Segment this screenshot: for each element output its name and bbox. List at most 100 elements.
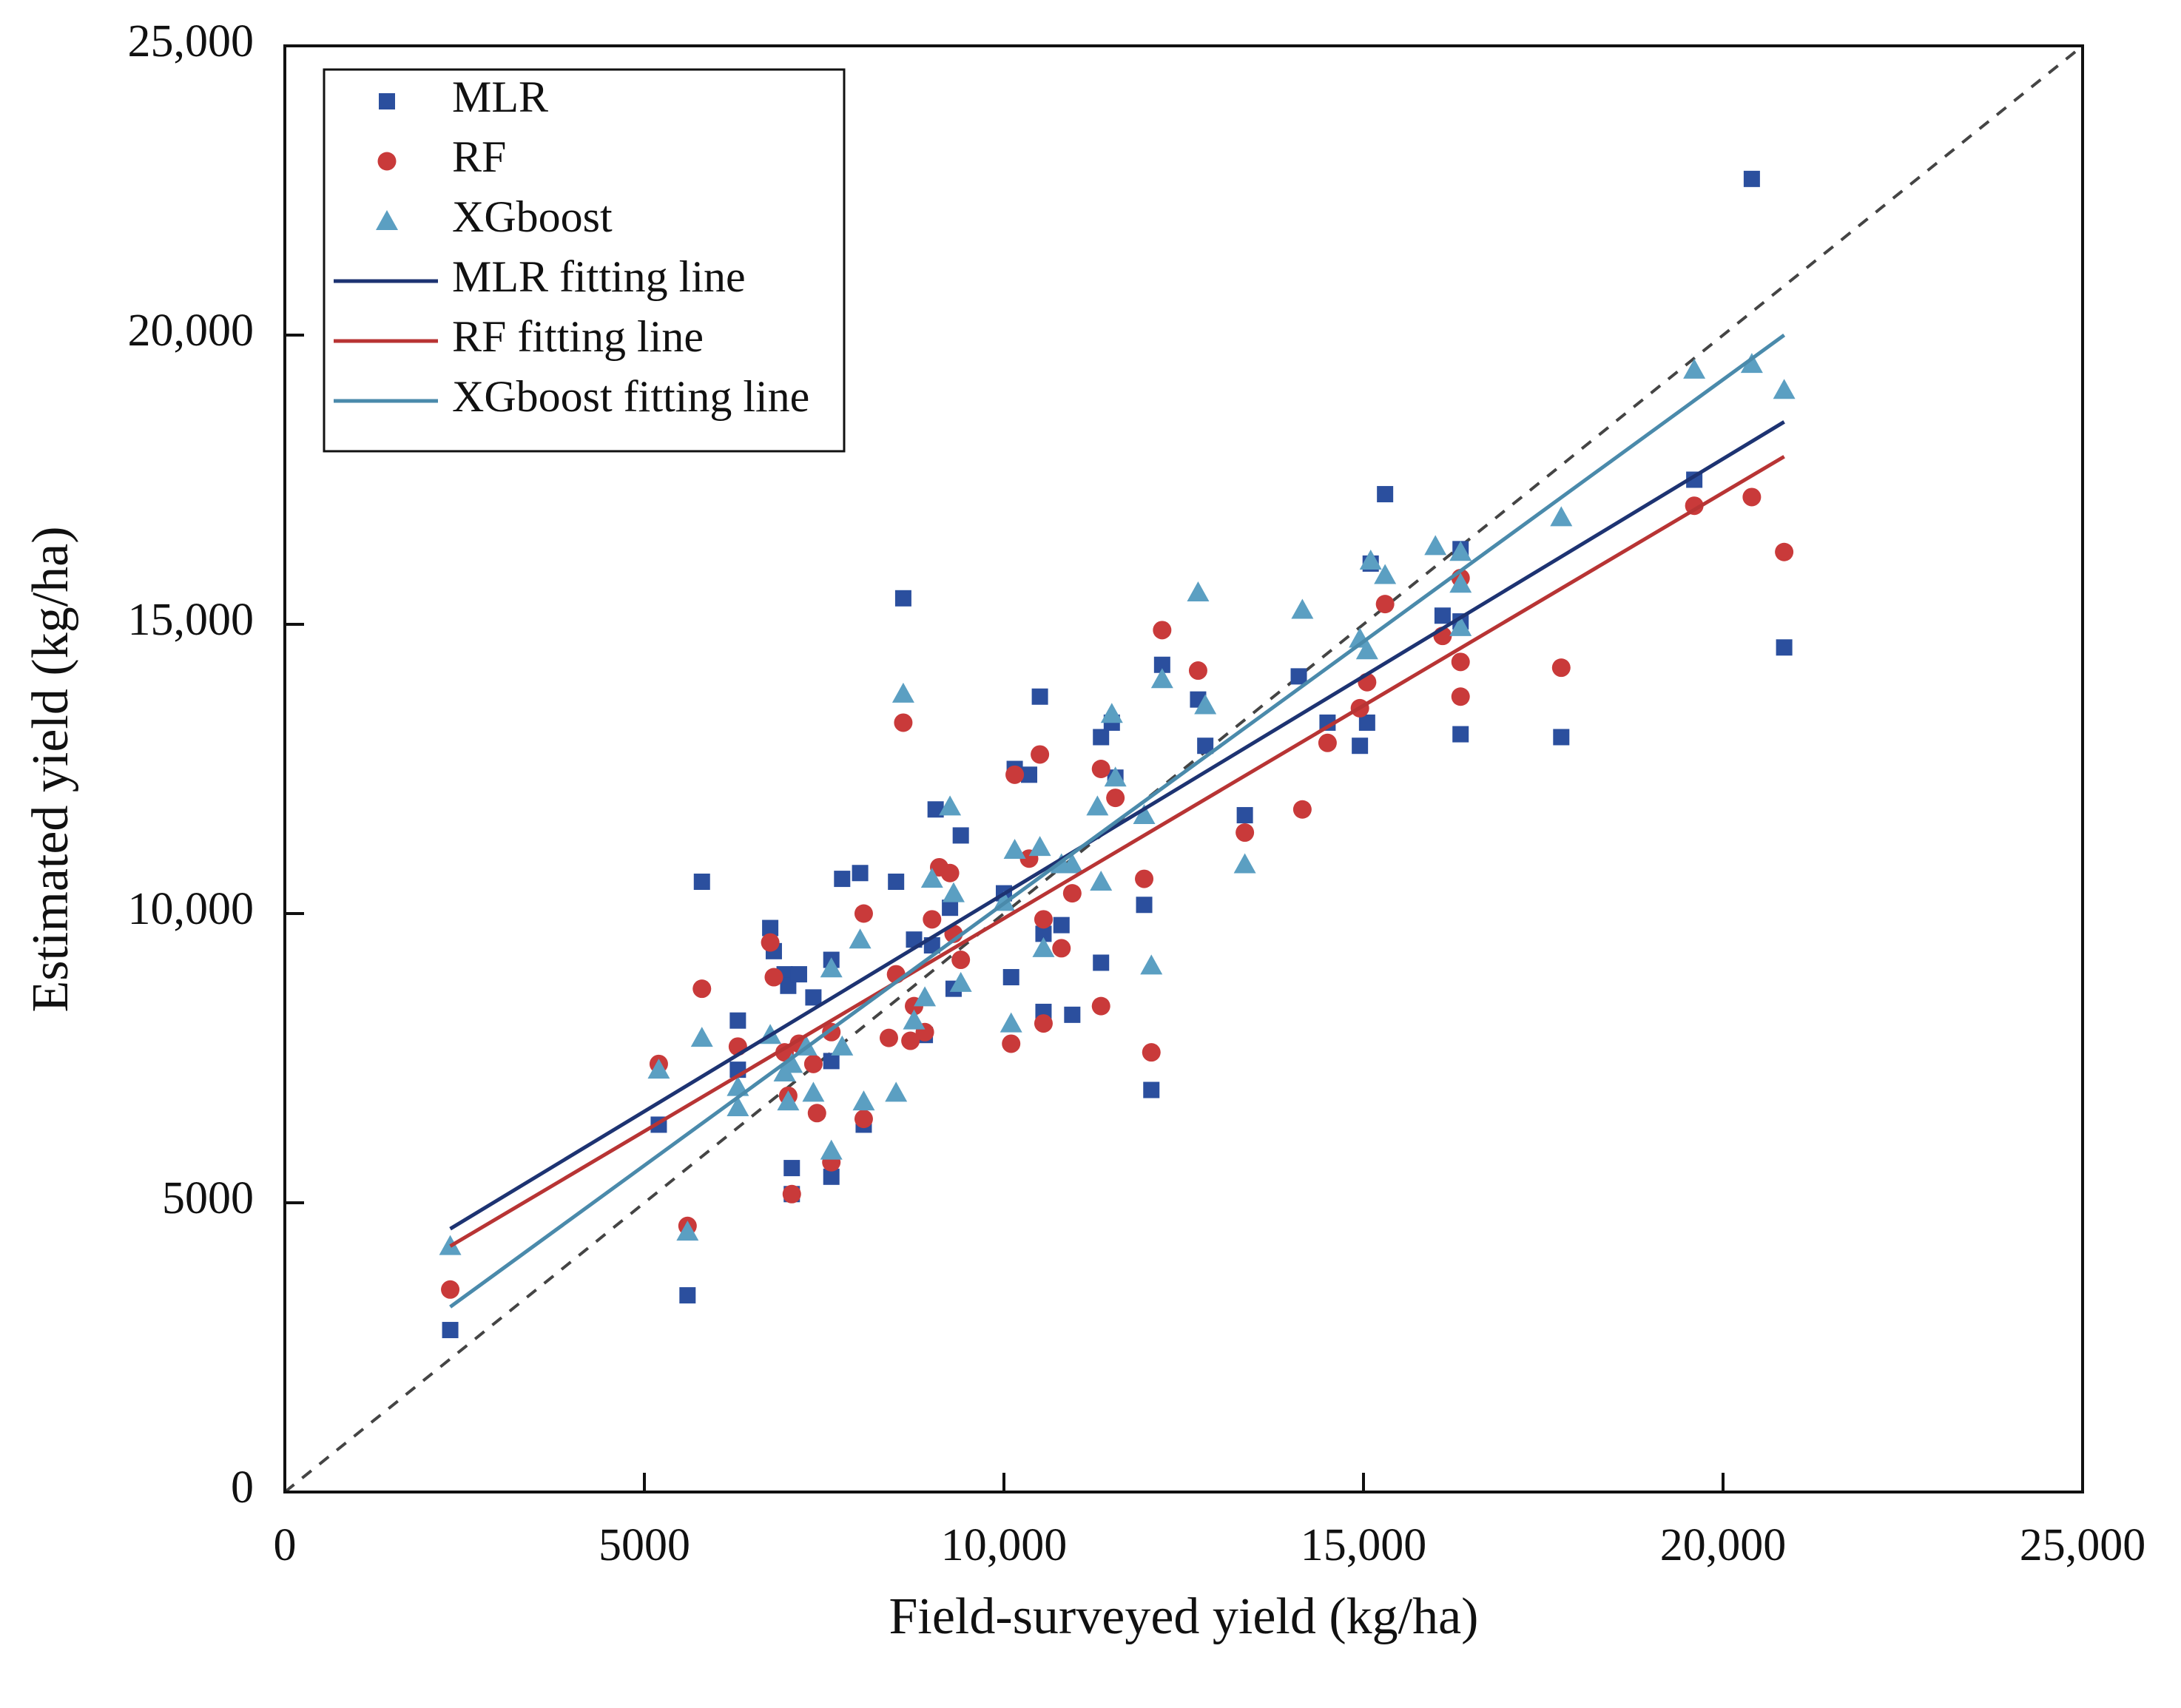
y-axis-title: Estimated yield (kg/ha) xyxy=(22,526,79,1012)
point xyxy=(854,1110,873,1129)
legend-label: MLR fitting line xyxy=(452,252,746,301)
point xyxy=(1553,729,1570,746)
point xyxy=(782,1184,801,1204)
x-tick-label: 0 xyxy=(274,1520,297,1570)
point xyxy=(923,910,942,929)
point xyxy=(1100,703,1123,723)
point xyxy=(783,1160,800,1177)
point xyxy=(1031,745,1050,764)
x-tick-label: 20,000 xyxy=(1660,1520,1787,1570)
y-tick-label: 5000 xyxy=(162,1173,254,1223)
point xyxy=(1091,996,1110,1016)
point xyxy=(1776,639,1793,656)
y-tick-label: 10,000 xyxy=(128,884,254,934)
point xyxy=(441,1280,460,1299)
point xyxy=(764,968,783,987)
point xyxy=(1683,358,1706,379)
point xyxy=(1136,897,1153,914)
point xyxy=(1034,1014,1053,1033)
point xyxy=(1003,838,1026,859)
point xyxy=(1740,353,1763,374)
point xyxy=(1359,549,1382,570)
reference-line xyxy=(283,44,2084,1493)
point xyxy=(1434,607,1451,624)
point xyxy=(761,933,780,952)
point xyxy=(1358,714,1375,731)
legend-marker xyxy=(377,152,397,171)
point xyxy=(1236,823,1255,843)
point xyxy=(914,986,937,1007)
point xyxy=(1451,652,1470,672)
point xyxy=(1194,694,1217,715)
point xyxy=(805,989,822,1006)
fit-line xyxy=(449,333,1786,1309)
point xyxy=(1064,1006,1081,1023)
point xyxy=(762,919,779,936)
point xyxy=(1451,687,1470,706)
point xyxy=(831,1035,854,1056)
point xyxy=(1135,869,1154,888)
point xyxy=(1000,1012,1022,1033)
point xyxy=(692,979,712,999)
point xyxy=(802,1081,825,1102)
x-tick-label: 10,000 xyxy=(941,1520,1068,1570)
fit-line xyxy=(449,420,1785,1231)
point xyxy=(1743,170,1760,187)
point xyxy=(1062,884,1082,903)
point xyxy=(1452,726,1469,743)
point xyxy=(834,871,851,888)
point xyxy=(1449,541,1472,561)
point xyxy=(1375,595,1395,614)
point xyxy=(1053,917,1070,934)
point xyxy=(647,1059,670,1079)
point xyxy=(775,1043,795,1062)
point xyxy=(920,868,943,888)
point xyxy=(1188,661,1207,681)
point xyxy=(1140,954,1163,975)
plot-frame xyxy=(283,44,2084,1493)
point xyxy=(1028,836,1051,857)
point xyxy=(1424,535,1447,556)
legend-marker xyxy=(379,93,395,109)
point xyxy=(679,1287,696,1304)
point xyxy=(1319,714,1336,731)
point xyxy=(1086,795,1109,816)
y-tick-label: 25,000 xyxy=(128,16,254,67)
point xyxy=(1093,729,1110,746)
point xyxy=(1090,870,1113,891)
point xyxy=(790,966,807,983)
point xyxy=(1197,737,1214,755)
point xyxy=(1355,639,1378,660)
point xyxy=(903,1009,926,1030)
point xyxy=(1035,925,1052,942)
point xyxy=(820,1139,843,1160)
point xyxy=(1775,542,1794,561)
point xyxy=(1292,800,1312,819)
point xyxy=(1052,939,1071,958)
point xyxy=(1093,954,1110,971)
y-tick-label: 20,000 xyxy=(128,306,254,356)
point xyxy=(1742,487,1762,507)
point xyxy=(1031,688,1048,705)
point xyxy=(1685,496,1704,516)
point xyxy=(727,1096,749,1116)
point xyxy=(1153,656,1170,673)
legend-label: MLR xyxy=(452,72,548,121)
point xyxy=(942,899,959,917)
point xyxy=(1150,668,1173,689)
point xyxy=(690,1027,713,1047)
point xyxy=(927,801,944,818)
point xyxy=(1002,969,1019,986)
point xyxy=(442,1322,459,1339)
point xyxy=(676,1221,699,1241)
point xyxy=(1449,615,1472,636)
point xyxy=(852,865,869,882)
y-tick-label: 15,000 xyxy=(128,595,254,645)
point xyxy=(942,882,965,902)
point xyxy=(1104,766,1127,787)
point xyxy=(894,713,913,732)
legend: MLR RF XGboost MLR fitting line RF fitting l… xyxy=(323,68,846,453)
point xyxy=(1377,486,1394,503)
point xyxy=(1142,1043,1161,1062)
